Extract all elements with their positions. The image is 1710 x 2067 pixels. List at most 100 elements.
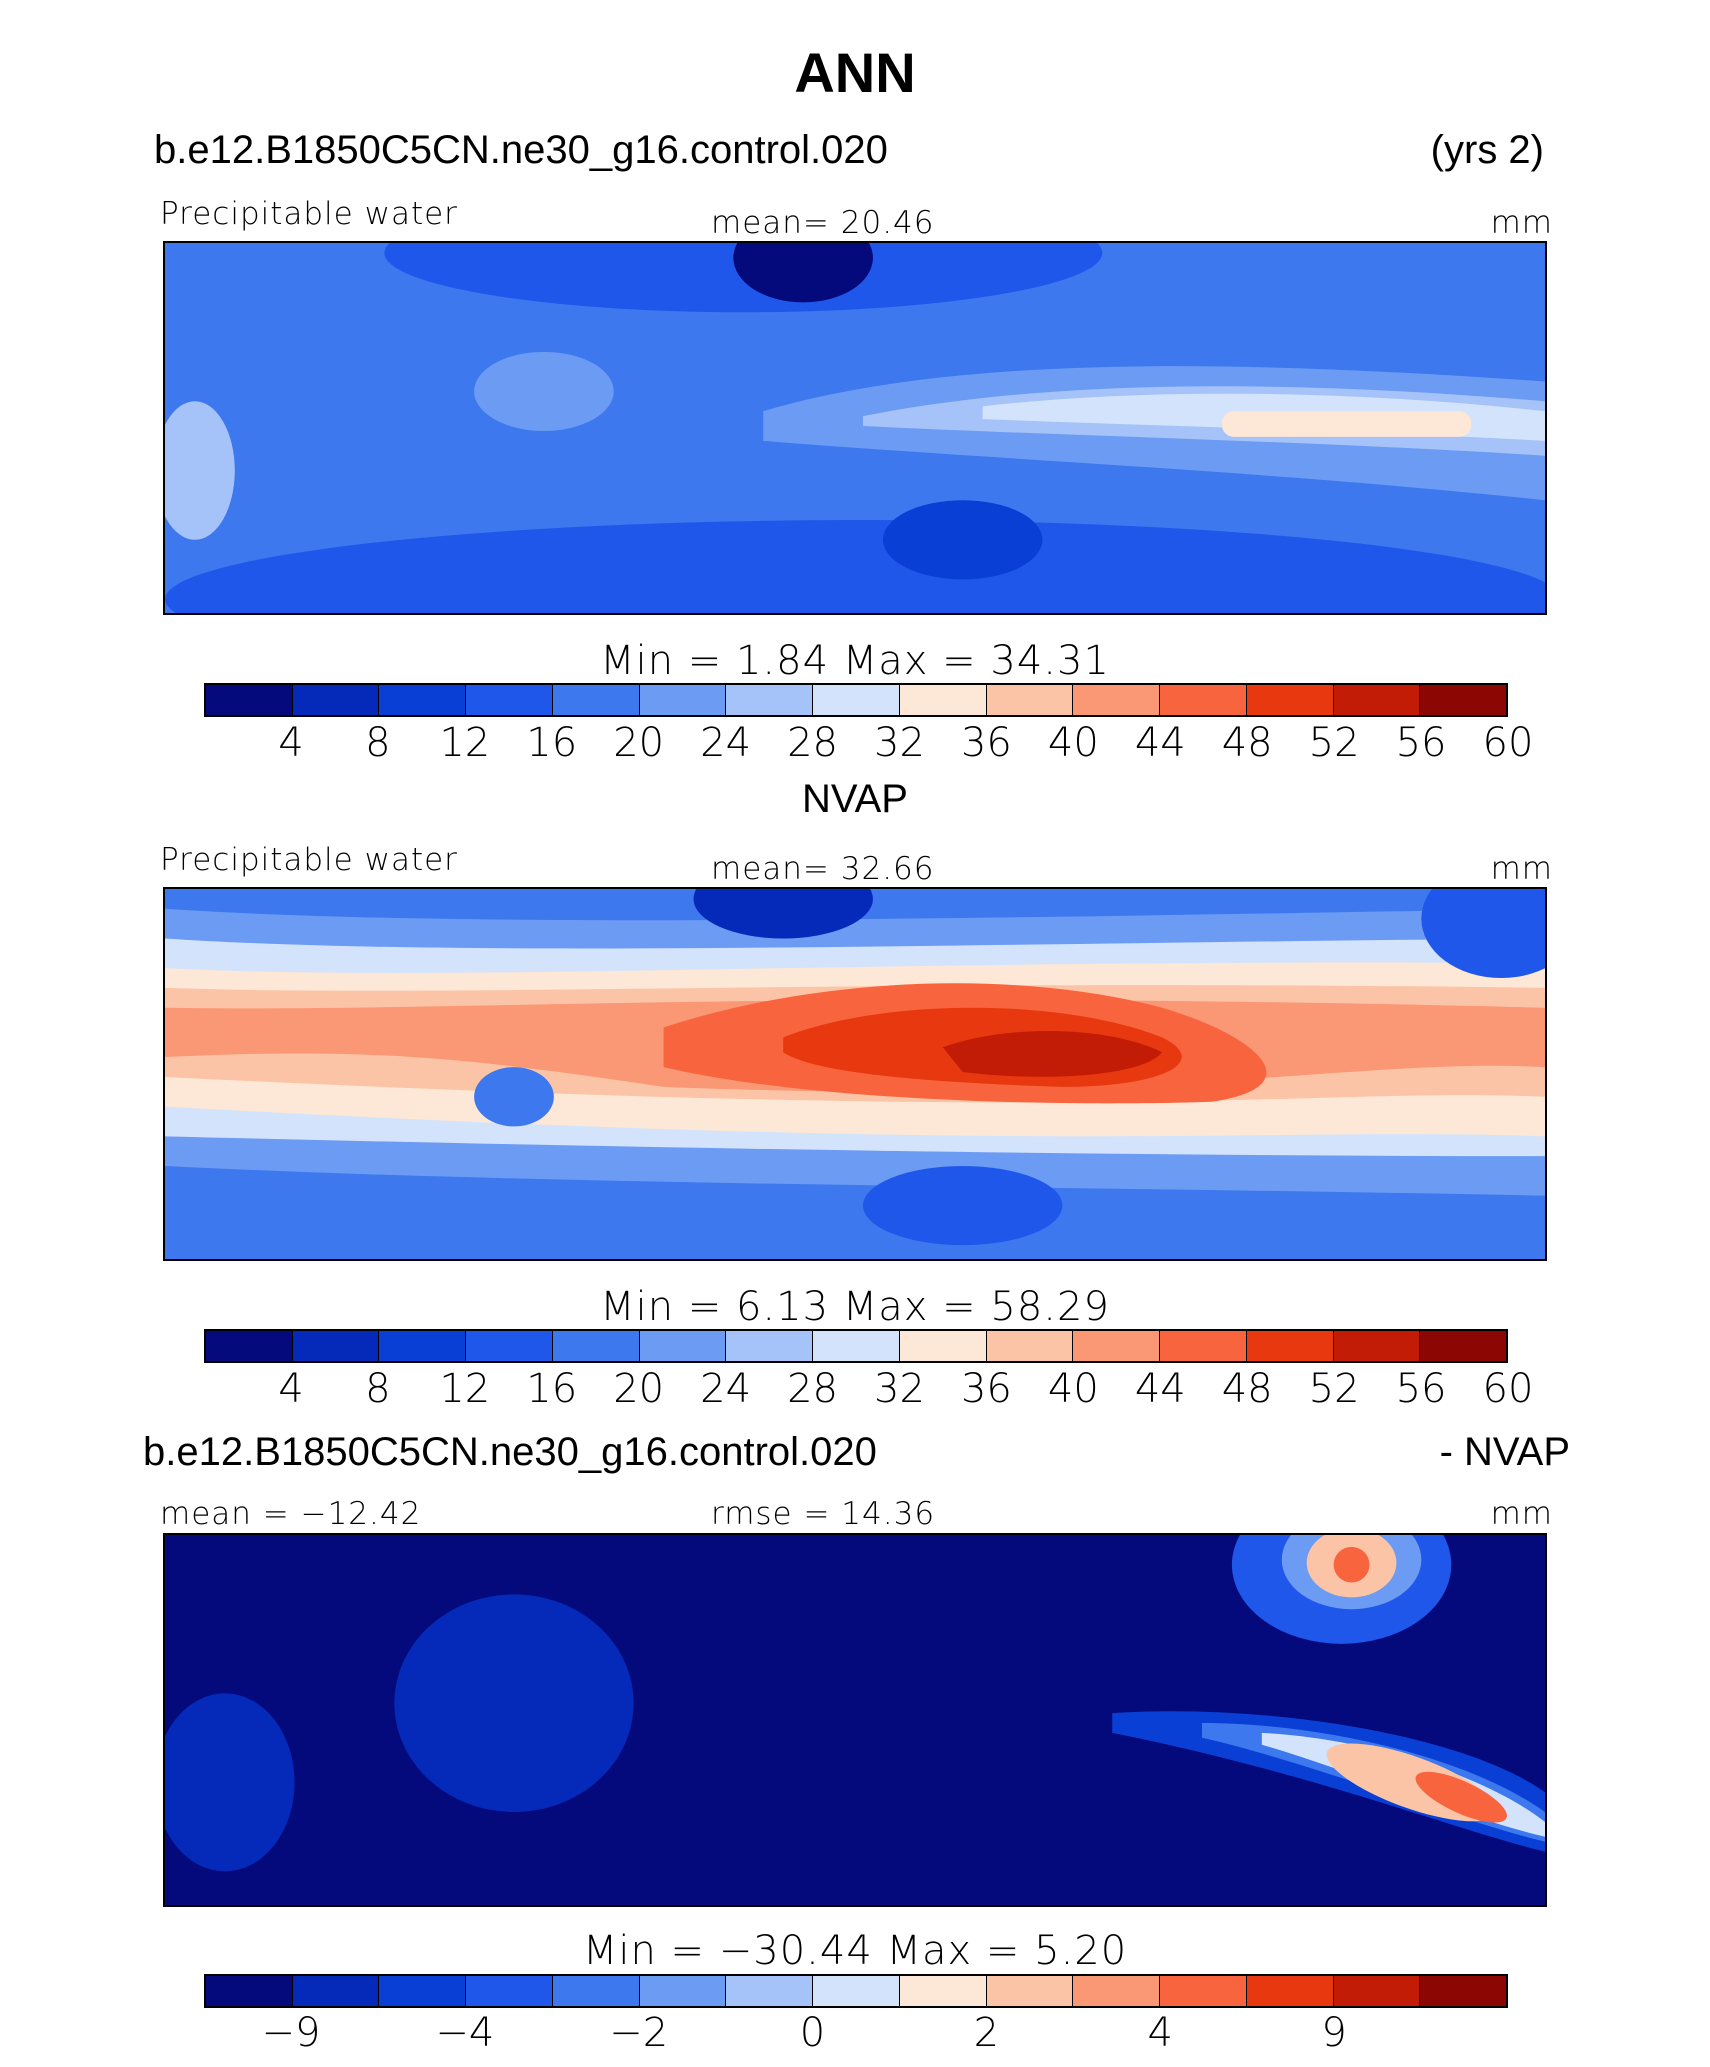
colorbar-tick-label: 24 — [700, 720, 752, 766]
colorbar-tick-label: 0 — [799, 2010, 826, 2056]
p1-field-sa — [165, 401, 235, 540]
colorbar-swatch — [1420, 1331, 1507, 1361]
colorbar-swatch — [1333, 1976, 1421, 2006]
colorbar-tick-label: 52 — [1308, 720, 1360, 766]
colorbar-tick-label: 44 — [1134, 1366, 1186, 1412]
colorbar-swatch — [292, 1976, 380, 2006]
panel3-map-svg — [165, 1535, 1545, 1905]
panel3-colorbar-ticks: −9 −4 −2 0 2 4 9 — [0, 2010, 1710, 2058]
colorbar-tick-label: 16 — [526, 1366, 578, 1412]
colorbar-swatch — [206, 1331, 293, 1361]
colorbar-swatch — [899, 1331, 987, 1361]
colorbar-swatch — [726, 1331, 814, 1361]
panel1-colorbar — [204, 683, 1508, 717]
colorbar-swatch — [813, 685, 900, 715]
p2-field-na — [1421, 889, 1545, 979]
colorbar-swatch — [1333, 1331, 1421, 1361]
colorbar-tick-label: 36 — [960, 720, 1012, 766]
colorbar-swatch — [552, 1331, 640, 1361]
panel3-mean-label: mean = −12.42 — [160, 1496, 422, 1532]
colorbar-swatch — [1073, 1331, 1161, 1361]
page-title: ANN — [794, 41, 916, 104]
colorbar-swatch — [813, 1976, 900, 2006]
colorbar-swatch — [986, 685, 1074, 715]
colorbar-swatch — [1246, 1331, 1334, 1361]
p1-field-max — [1221, 411, 1472, 437]
colorbar-tick-label: 24 — [700, 1366, 752, 1412]
panel2-units-label: mm — [1490, 851, 1553, 887]
colorbar-swatch — [1333, 685, 1421, 715]
p3-field-africa — [394, 1594, 634, 1813]
colorbar-swatch — [292, 685, 380, 715]
p1-field-tibet — [733, 243, 873, 303]
colorbar-swatch — [379, 1331, 467, 1361]
colorbar-swatch — [1420, 685, 1507, 715]
colorbar-tick-label: 32 — [874, 720, 925, 766]
model-case-title: b.e12.B1850C5CN.ne30_g16.control.020 — [154, 128, 888, 172]
colorbar-tick-label: 4 — [1147, 2010, 1173, 2056]
obs-title: NVAP — [802, 777, 908, 821]
colorbar-tick-label: 56 — [1395, 720, 1447, 766]
panel3-map — [163, 1533, 1547, 1907]
colorbar-tick-label: 8 — [365, 720, 391, 766]
colorbar-swatch — [813, 1331, 900, 1361]
panel2-map — [163, 887, 1547, 1261]
colorbar-tick-label: 36 — [960, 1366, 1012, 1412]
panel3-minmax: Min = −30.44 Max = 5.20 — [582, 1928, 1128, 1974]
colorbar-swatch — [206, 1976, 293, 2006]
panel2-colorbar — [204, 1329, 1508, 1363]
colorbar-tick-label: 48 — [1221, 720, 1273, 766]
panel1-units-label: mm — [1490, 205, 1553, 241]
panel3-rmse-label: rmse = 14.36 — [711, 1496, 936, 1532]
colorbar-swatch — [1420, 1976, 1507, 2006]
colorbar-swatch — [1246, 685, 1334, 715]
p1-field-africa — [474, 351, 614, 431]
colorbar-swatch — [639, 1331, 727, 1361]
colorbar-swatch — [206, 685, 293, 715]
diff-case-title: b.e12.B1850C5CN.ne30_g16.control.020 — [143, 1430, 877, 1474]
colorbar-tick-label: 16 — [526, 720, 578, 766]
panel1-mean-label: mean= 20.46 — [711, 205, 935, 241]
colorbar-swatch — [466, 1331, 553, 1361]
panel1-minmax: Min = 1.84 Max = 34.31 — [600, 638, 1110, 684]
panel2-map-svg — [165, 889, 1545, 1259]
panel1-variable-label: Precipitable water — [160, 196, 458, 232]
p1-field-south — [165, 520, 1545, 613]
colorbar-tick-label: 60 — [1482, 1366, 1534, 1412]
panel1-map-svg — [165, 243, 1545, 613]
colorbar-tick-label: 20 — [613, 720, 665, 766]
colorbar-swatch — [639, 1976, 727, 2006]
p2-field-tibet — [693, 889, 873, 939]
panel3-colorbar — [204, 1974, 1508, 2008]
colorbar-tick-label: 9 — [1321, 2010, 1347, 2056]
colorbar-tick-label: 44 — [1134, 720, 1186, 766]
colorbar-swatch — [899, 1976, 987, 2006]
panel1-colorbar-ticks: 4 8 12 16 20 24 28 32 36 40 44 48 52 56 60 — [0, 720, 1710, 768]
p2-field-africa-s — [474, 1067, 554, 1127]
colorbar-tick-label: 48 — [1221, 1366, 1273, 1412]
panel2-colorbar-ticks: 4 8 12 16 20 24 28 32 36 40 44 48 52 56 60 — [0, 1366, 1710, 1414]
colorbar-tick-label: 32 — [874, 1366, 925, 1412]
colorbar-swatch — [552, 1976, 640, 2006]
colorbar-swatch — [1160, 685, 1247, 715]
colorbar-tick-label: 40 — [1047, 720, 1099, 766]
colorbar-swatch — [1246, 1976, 1334, 2006]
colorbar-swatch — [1073, 685, 1161, 715]
colorbar-tick-label: −2 — [609, 2010, 669, 2056]
p2-field-australia — [862, 1166, 1063, 1246]
colorbar-tick-label: 28 — [787, 720, 838, 766]
p3-field-sa — [165, 1693, 295, 1872]
colorbar-tick-label: 20 — [613, 1366, 665, 1412]
p2-field-l8 — [942, 1031, 1163, 1077]
colorbar-swatch — [379, 1976, 467, 2006]
colorbar-swatch — [292, 1331, 380, 1361]
colorbar-tick-label: 52 — [1308, 1366, 1360, 1412]
colorbar-tick-label: 4 — [278, 1366, 304, 1412]
colorbar-tick-label: 2 — [973, 2010, 1000, 2056]
colorbar-tick-label: −4 — [435, 2010, 495, 2056]
colorbar-swatch — [379, 685, 467, 715]
panel1-map — [163, 241, 1547, 615]
colorbar-swatch — [986, 1976, 1074, 2006]
colorbar-tick-label: 28 — [787, 1366, 838, 1412]
colorbar-tick-label: 40 — [1047, 1366, 1099, 1412]
